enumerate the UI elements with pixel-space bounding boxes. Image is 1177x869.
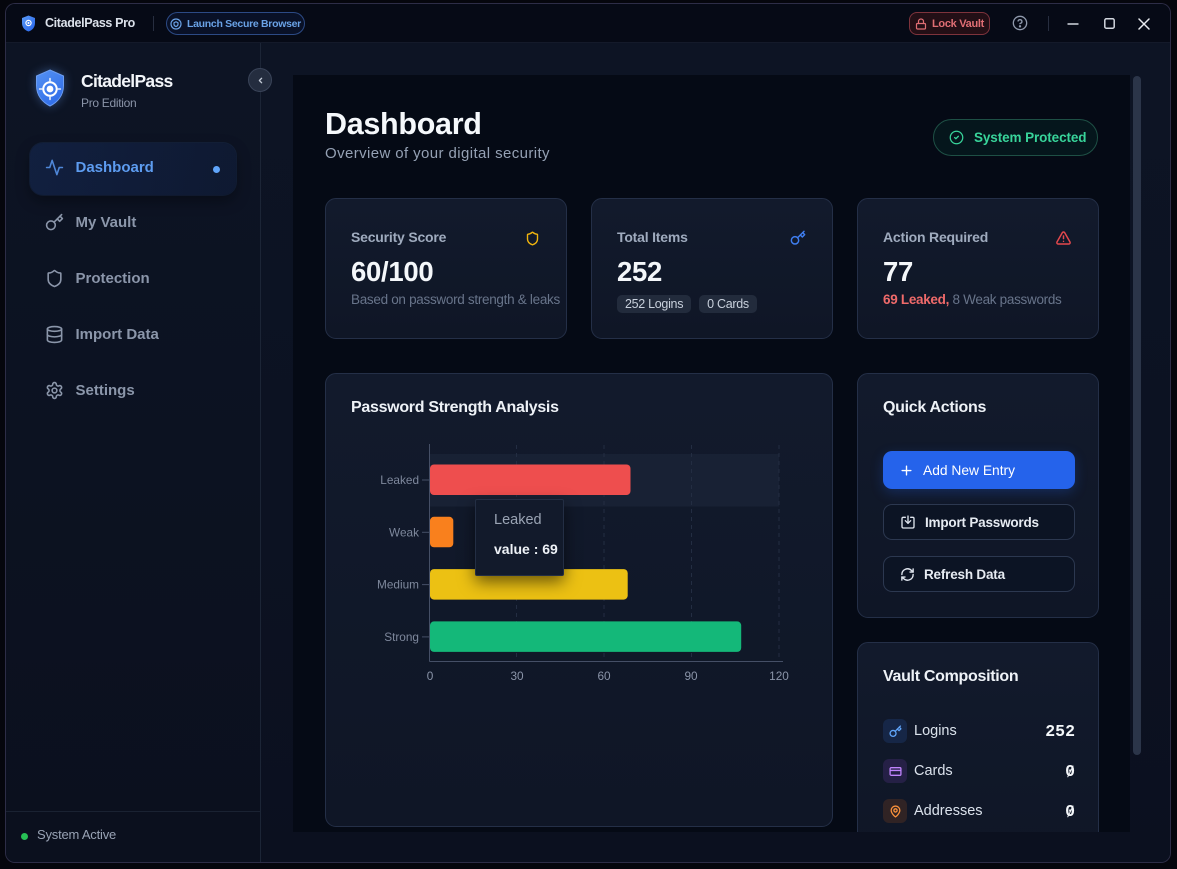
- svg-text:120: 120: [769, 669, 789, 683]
- svg-text:0: 0: [427, 669, 434, 683]
- svg-text:90: 90: [684, 669, 698, 683]
- svg-text:Leaked: Leaked: [380, 473, 419, 487]
- svg-text:Medium: Medium: [377, 578, 419, 592]
- svg-text:60: 60: [597, 669, 611, 683]
- svg-text:Weak: Weak: [389, 525, 419, 539]
- svg-text:30: 30: [510, 669, 524, 683]
- svg-text:Strong: Strong: [384, 630, 419, 644]
